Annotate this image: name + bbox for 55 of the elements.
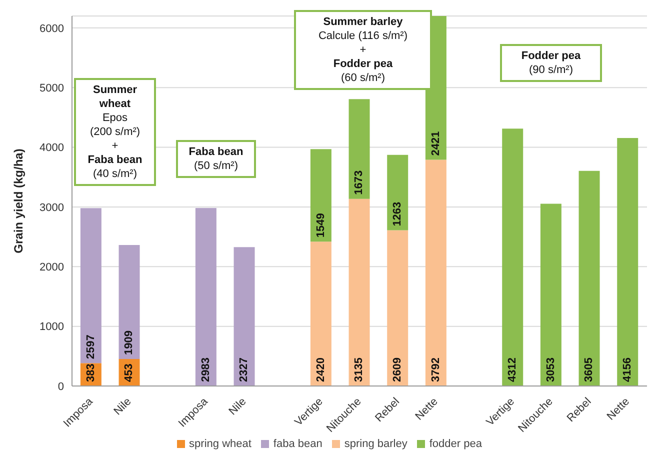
x-tick-label: Nile xyxy=(112,396,134,418)
data-label: 1549 xyxy=(314,213,327,238)
bar xyxy=(80,208,102,364)
legend-label: spring wheat xyxy=(189,438,252,450)
bar xyxy=(310,242,332,386)
legend-label: spring barley xyxy=(344,438,408,450)
data-label: 2327 xyxy=(238,358,250,382)
annotation: Fodder pea (90 s/m²) xyxy=(520,49,582,77)
note-box: Summer wheat Epos (200 s/m²) + Faba bean (40 s/m²) xyxy=(74,78,156,186)
data-label: 1263 xyxy=(392,202,404,226)
annotation: Summer wheat Epos (200 s/m²) + Faba bean (40 s/m²) xyxy=(86,83,144,181)
annotation: Summer barley Calcule (116 s/m²) + Fodder pea (60 s/m²) xyxy=(317,15,409,85)
bar xyxy=(348,99,370,199)
data-label: 1673 xyxy=(353,170,366,195)
data-label: 4156 xyxy=(622,358,634,382)
note-box: Fodder pea (90 s/m²) xyxy=(500,44,602,82)
bar xyxy=(502,128,524,386)
bar xyxy=(348,198,370,386)
y-axis-title: Grain yield (kg/ha) xyxy=(11,148,26,254)
data-label: 3792 xyxy=(430,358,442,382)
bar xyxy=(617,138,638,386)
x-tick-label: Nile xyxy=(226,396,249,418)
bar xyxy=(234,247,255,386)
data-label: 2420 xyxy=(314,358,327,382)
data-label: 1909 xyxy=(123,330,136,355)
data-label: 3135 xyxy=(353,358,366,382)
y-tick-label: 3000 xyxy=(40,202,64,214)
y-tick-label: 2000 xyxy=(40,262,64,274)
bar xyxy=(387,230,408,386)
legend-label: fodder pea xyxy=(429,438,482,450)
bar xyxy=(195,208,216,386)
bar xyxy=(578,170,600,386)
legend-label: faba bean xyxy=(273,438,322,450)
data-label: 383 xyxy=(84,364,97,382)
y-tick-label: 6000 xyxy=(40,22,64,35)
bar xyxy=(540,204,562,386)
data-label: 3605 xyxy=(583,358,596,382)
data-label: 3053 xyxy=(544,358,557,382)
note-box: Faba bean (50 s/m²) xyxy=(176,140,256,178)
data-label: 2597 xyxy=(84,334,97,360)
annotation: Faba bean (50 s/m²) xyxy=(188,145,244,173)
y-tick-label: 0 xyxy=(58,380,64,393)
data-label: 453 xyxy=(123,364,136,382)
data-label: 2983 xyxy=(200,358,212,382)
note-box: Summer barley Calcule (116 s/m²) + Fodder pea (60 s/m²) xyxy=(294,10,432,90)
bar xyxy=(425,160,446,386)
data-label: 4312 xyxy=(506,358,519,382)
y-tick-label: 5000 xyxy=(40,82,64,95)
data-label: 2609 xyxy=(392,358,404,382)
bar xyxy=(387,154,408,230)
y-tick-label: 4000 xyxy=(40,142,64,154)
bar xyxy=(310,149,332,242)
data-label: 2421 xyxy=(430,131,442,156)
bar xyxy=(118,245,140,359)
y-tick-label: 1000 xyxy=(40,321,64,334)
